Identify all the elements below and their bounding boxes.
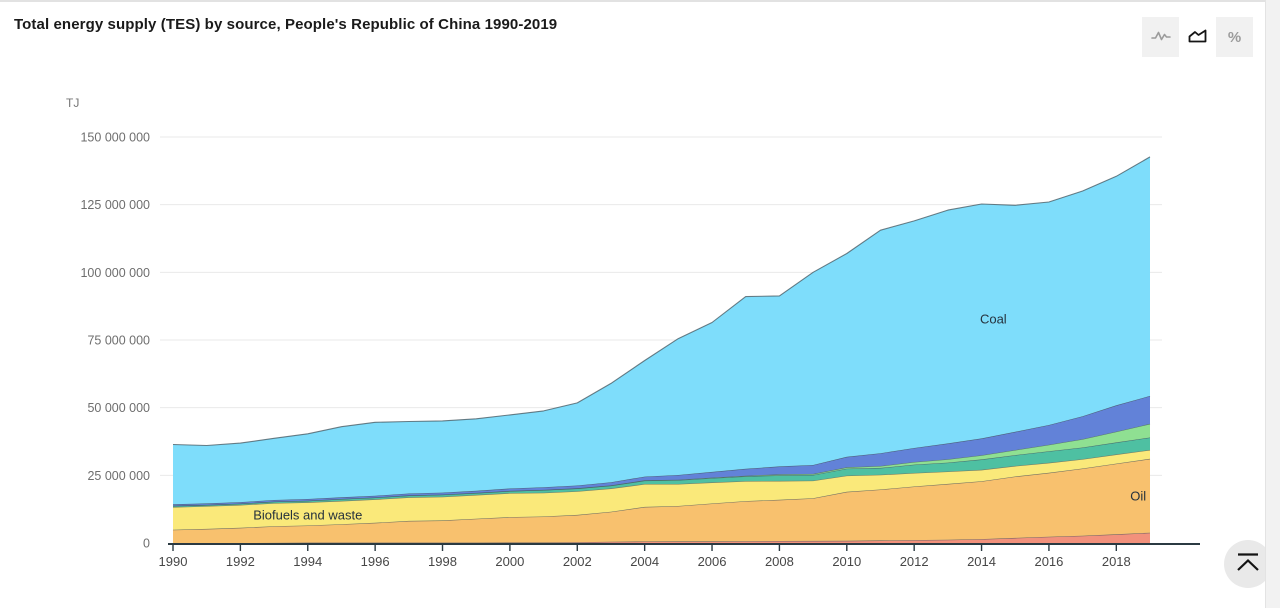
y-axis-tick-label: 150 000 000	[80, 131, 150, 145]
x-axis-tick-label: 2002	[563, 554, 592, 569]
x-axis-tick-label: 2014	[967, 554, 996, 569]
area-outline	[172, 423, 1151, 507]
x-axis-tick-label: 2010	[832, 554, 861, 569]
line-chart-icon	[1150, 27, 1171, 48]
x-axis-tick-label: 1992	[226, 554, 255, 569]
area-oil	[173, 458, 1150, 543]
x-axis-tick-label: 2006	[698, 554, 727, 569]
x-axis-tick-label: 2000	[495, 554, 524, 569]
area-biofuels-and-waste	[173, 449, 1150, 530]
line-chart-view-button[interactable]	[1142, 17, 1179, 57]
scrollbar[interactable]	[1265, 0, 1280, 608]
x-axis-tick-label: 2016	[1034, 554, 1063, 569]
area-natural-gas	[173, 395, 1150, 506]
x-axis-tick-label: 2012	[900, 554, 929, 569]
area-hydro	[173, 437, 1150, 508]
area-outline	[172, 156, 1151, 447]
percent-icon: %	[1227, 28, 1242, 46]
area-outline	[173, 532, 1151, 544]
series-label: Oil	[1130, 488, 1146, 503]
y-axis-tick-label: 0	[143, 537, 150, 551]
x-axis-tick-label: 2008	[765, 554, 794, 569]
area-chart-icon	[1187, 27, 1209, 48]
chart-view-toolbar: %	[1142, 17, 1253, 57]
y-axis-tick-label: 75 000 000	[87, 334, 150, 348]
area-outline	[172, 449, 1151, 508]
page-title: Total energy supply (TES) by source, Peo…	[14, 16, 558, 33]
y-axis-tick-label: 50 000 000	[87, 401, 150, 415]
series-label: Biofuels and waste	[253, 508, 362, 523]
scroll-to-top-icon	[1235, 551, 1261, 578]
y-axis-tick-label: 25 000 000	[87, 469, 150, 483]
x-axis-tick-label: 1994	[293, 554, 322, 569]
y-axis-tick-label: 100 000 000	[80, 266, 150, 280]
area-chart-view-button[interactable]	[1179, 17, 1216, 57]
x-axis-tick-label: 1998	[428, 554, 457, 569]
page-top-border	[0, 0, 1280, 2]
area-outline	[172, 458, 1151, 531]
x-axis-tick-label: 1996	[361, 554, 390, 569]
x-axis-tick-label: 2004	[630, 554, 659, 569]
area-nuclear	[173, 532, 1150, 543]
percent-view-button[interactable]: %	[1216, 17, 1253, 57]
y-axis-unit-label: TJ	[66, 96, 80, 110]
x-axis-tick-label: 1990	[159, 554, 188, 569]
area-outline	[172, 436, 1151, 507]
area-coal	[173, 156, 1150, 505]
x-axis-tick-label: 2018	[1102, 554, 1131, 569]
area-outline	[172, 395, 1151, 505]
y-axis-tick-label: 125 000 000	[80, 198, 150, 212]
area-wind-solar-etc-	[173, 423, 1150, 506]
scroll-to-top-button[interactable]	[1224, 540, 1272, 588]
series-label: Coal	[980, 312, 1007, 327]
